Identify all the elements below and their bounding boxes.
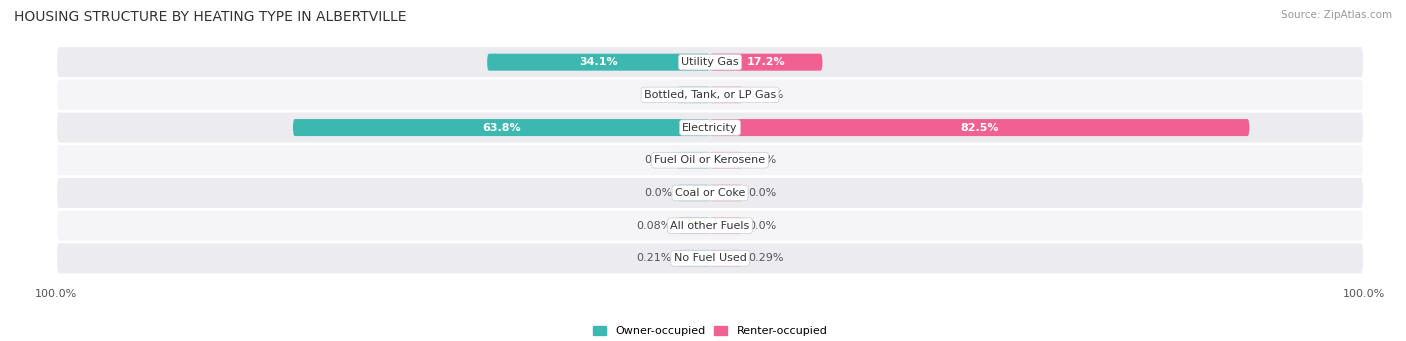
Legend: Owner-occupied, Renter-occupied: Owner-occupied, Renter-occupied — [588, 322, 832, 341]
FancyBboxPatch shape — [678, 217, 710, 234]
FancyBboxPatch shape — [710, 54, 823, 71]
FancyBboxPatch shape — [56, 112, 1364, 144]
FancyBboxPatch shape — [710, 86, 742, 103]
Text: 0.0%: 0.0% — [748, 188, 776, 198]
Text: 0.29%: 0.29% — [748, 253, 783, 263]
Text: No Fuel Used: No Fuel Used — [673, 253, 747, 263]
FancyBboxPatch shape — [486, 54, 710, 71]
FancyBboxPatch shape — [710, 184, 742, 202]
Text: 63.8%: 63.8% — [482, 122, 520, 133]
FancyBboxPatch shape — [678, 152, 710, 169]
Text: 0.04%: 0.04% — [748, 90, 783, 100]
Text: HOUSING STRUCTURE BY HEATING TYPE IN ALBERTVILLE: HOUSING STRUCTURE BY HEATING TYPE IN ALB… — [14, 10, 406, 24]
Text: 0.0%: 0.0% — [748, 221, 776, 231]
Text: 82.5%: 82.5% — [960, 122, 1000, 133]
FancyBboxPatch shape — [678, 250, 710, 267]
FancyBboxPatch shape — [710, 119, 1250, 136]
FancyBboxPatch shape — [292, 119, 710, 136]
FancyBboxPatch shape — [710, 250, 742, 267]
Text: Source: ZipAtlas.com: Source: ZipAtlas.com — [1281, 10, 1392, 20]
Text: Fuel Oil or Kerosene: Fuel Oil or Kerosene — [654, 155, 766, 165]
Text: 17.2%: 17.2% — [747, 57, 786, 67]
Text: 0.0%: 0.0% — [644, 188, 672, 198]
FancyBboxPatch shape — [56, 242, 1364, 275]
FancyBboxPatch shape — [710, 152, 742, 169]
Text: 0.0%: 0.0% — [748, 155, 776, 165]
Text: 0.21%: 0.21% — [637, 253, 672, 263]
Text: Utility Gas: Utility Gas — [682, 57, 738, 67]
FancyBboxPatch shape — [56, 46, 1364, 78]
Text: All other Fuels: All other Fuels — [671, 221, 749, 231]
FancyBboxPatch shape — [56, 210, 1364, 242]
Text: 0.0%: 0.0% — [644, 155, 672, 165]
FancyBboxPatch shape — [678, 184, 710, 202]
FancyBboxPatch shape — [56, 79, 1364, 111]
FancyBboxPatch shape — [710, 217, 742, 234]
FancyBboxPatch shape — [56, 177, 1364, 209]
Text: 34.1%: 34.1% — [579, 57, 617, 67]
Text: Coal or Coke: Coal or Coke — [675, 188, 745, 198]
Text: 0.08%: 0.08% — [637, 221, 672, 231]
FancyBboxPatch shape — [56, 144, 1364, 176]
Text: Bottled, Tank, or LP Gas: Bottled, Tank, or LP Gas — [644, 90, 776, 100]
Text: 1.9%: 1.9% — [644, 90, 672, 100]
FancyBboxPatch shape — [678, 86, 710, 103]
Text: Electricity: Electricity — [682, 122, 738, 133]
